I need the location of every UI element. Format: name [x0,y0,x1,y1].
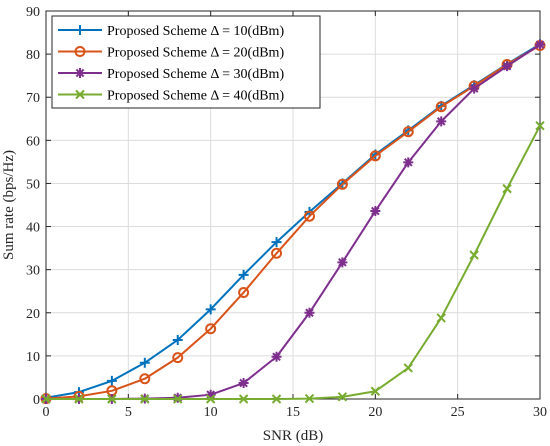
legend-label: Proposed Scheme Δ = 20(dBm) [107,46,284,61]
legend-marker [75,68,85,78]
y-tick-label: 90 [26,5,40,20]
y-tick-label: 30 [26,264,40,279]
y-tick-label: 40 [26,221,40,236]
y-tick-label: 60 [26,134,40,149]
data-point [402,126,414,138]
data-point [172,334,183,345]
y-tick-label: 0 [33,393,40,408]
y-tick-label: 70 [26,91,40,106]
data-point [205,389,216,400]
data-point [369,150,381,162]
data-point [238,378,249,389]
data-point [337,392,348,402]
data-point [304,307,315,318]
data-point [106,375,117,386]
legend-marker [75,89,85,100]
data-point [74,394,84,404]
data-point [173,394,183,404]
data-point [238,394,249,404]
data-point [435,101,447,113]
data-point [370,206,381,217]
y-axis-title: Sum rate (bps/Hz) [1,150,17,260]
legend-entry: Proposed Scheme Δ = 40(dBm) [58,89,284,104]
data-point [535,120,545,131]
data-point [469,250,479,260]
data-point [139,357,150,368]
data-point [303,210,315,222]
x-tick-label: 15 [286,405,300,420]
data-point [271,237,282,248]
legend-label: Proposed Scheme Δ = 40(dBm) [107,89,284,104]
series-4 [41,120,545,404]
y-tick-label: 10 [26,350,40,365]
data-point [205,323,217,335]
legend-box [51,15,321,109]
data-point [41,394,51,404]
data-point [336,178,348,190]
legend-marker [75,25,85,35]
x-tick-label: 0 [43,405,50,420]
data-point [271,351,282,362]
legend-marker [74,46,86,57]
x-axis-title: SNR (dB) [263,428,323,444]
y-tick-label: 50 [26,177,40,192]
data-point [403,157,414,168]
legend: Proposed Scheme Δ = 10(dBm) Proposed Sche… [51,15,321,109]
data-point [304,393,315,404]
data-point [205,394,216,404]
data-point [535,39,545,50]
data-point [140,394,150,404]
data-point [502,61,513,72]
y-tick-label: 80 [26,48,40,63]
data-point [502,183,512,194]
data-point [107,394,117,404]
x-tick-label: 25 [451,405,465,420]
data-point [469,83,480,94]
x-tick-label: 30 [533,405,547,420]
series-group [40,39,546,405]
series-line [46,125,541,400]
data-point [403,363,413,373]
x-tick-label: 10 [204,405,218,420]
x-tick-label: 5 [125,405,132,420]
data-point [238,287,250,299]
data-point [271,394,282,404]
data-point [436,116,447,127]
data-point [238,269,249,280]
legend-entry: Proposed Scheme Δ = 30(dBm) [58,67,284,82]
x-tick-label: 20 [368,405,382,420]
data-point [370,386,381,396]
legend-label: Proposed Scheme Δ = 30(dBm) [107,67,284,82]
data-point [205,304,216,315]
data-point [172,352,184,364]
data-point [337,257,348,268]
legend-entry: Proposed Scheme Δ = 20(dBm) [58,46,284,61]
data-point [271,247,283,259]
legend-label: Proposed Scheme Δ = 10(dBm) [107,24,284,39]
data-point [139,373,151,385]
series-line [45,44,541,400]
data-point [436,313,446,323]
legend-entry: Proposed Scheme Δ = 10(dBm) [58,24,284,39]
y-tick-label: 20 [26,307,40,322]
series-2 [40,39,546,405]
